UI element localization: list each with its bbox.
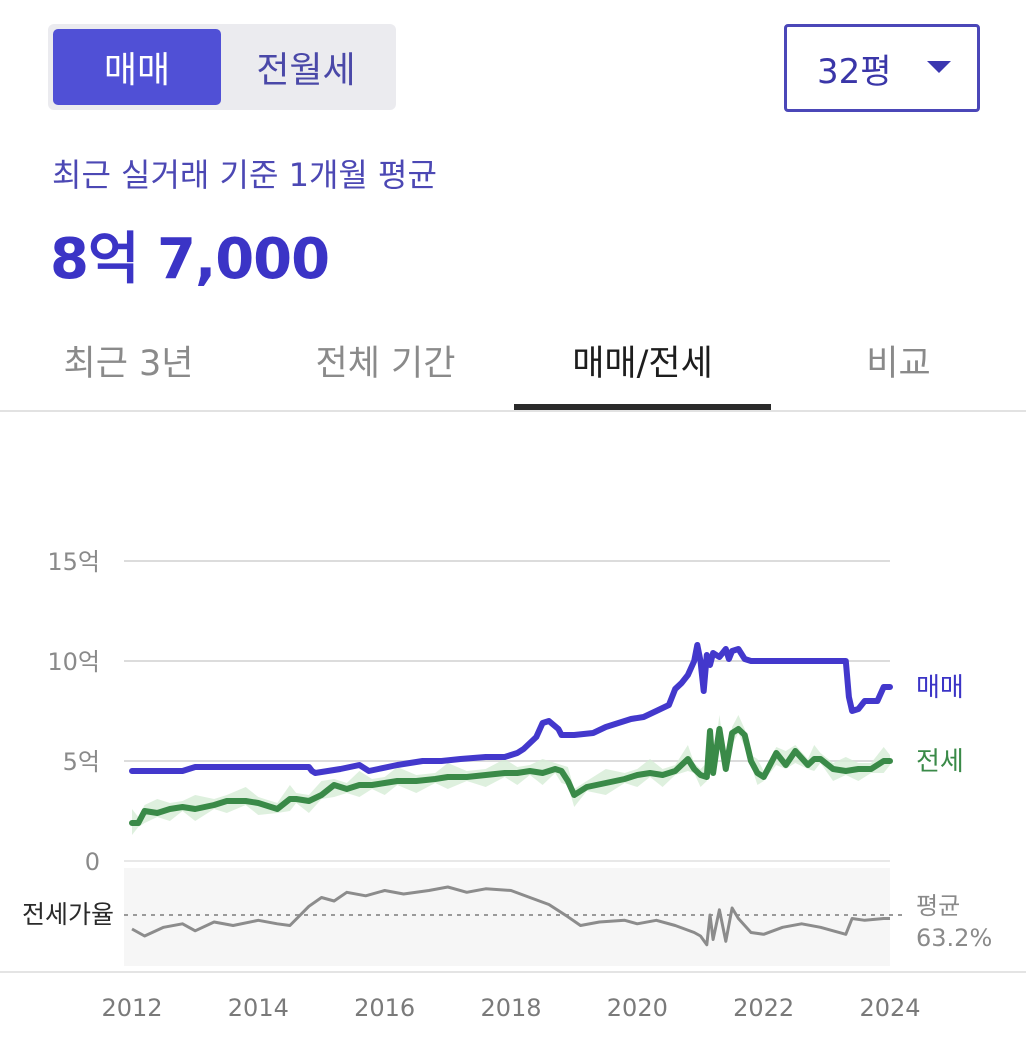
sale-series-line <box>129 642 893 776</box>
x-tick-label: 2016 <box>354 994 415 1022</box>
price-chart: 15억 10억 5억 0 2012 2014 2016 2018 2020 2022 2024 매매전… <box>0 548 1026 1022</box>
size-select[interactable]: 32평 <box>784 24 980 112</box>
x-tick-label: 2022 <box>733 994 794 1022</box>
sale-series-label: 매매 <box>916 673 964 703</box>
y-tick-label: 10억 <box>47 648 100 676</box>
tab-compare[interactable]: 비교 <box>866 343 931 384</box>
ratio-line <box>131 885 890 947</box>
jeonse-series-line <box>129 726 893 826</box>
sale-toggle-button[interactable]: 매매 <box>53 29 221 105</box>
active-tab-indicator <box>514 404 771 410</box>
x-tick-label: 2014 <box>228 994 289 1022</box>
ratio-average-value: 63.2% <box>916 924 992 952</box>
tab-recent-3y[interactable]: 최근 3년 <box>63 343 194 384</box>
tab-sale-jeonse[interactable]: 매매/전세 <box>572 343 713 384</box>
ratio-panel-background <box>124 868 890 966</box>
period-tabs: 최근 3년 전체 기간 매매/전세 비교 <box>0 312 1026 412</box>
y-tick-label: 0 <box>85 848 100 876</box>
jeonse-series-label: 전세 <box>916 747 964 777</box>
y-tick-label: 15억 <box>47 548 100 576</box>
caret-down-icon <box>927 61 951 73</box>
x-tick-label: 2012 <box>101 994 162 1022</box>
tab-all-period[interactable]: 전체 기간 <box>315 343 456 384</box>
ratio-label: 전세가율 <box>22 900 114 929</box>
x-tick-label: 2020 <box>607 994 668 1022</box>
deal-type-toggle: 매매 전월세 <box>48 24 396 110</box>
price-basis-label: 최근 실거래 기준 1개월 평균 <box>52 156 437 194</box>
average-price: 8억 7,000 <box>50 227 330 292</box>
x-tick-label: 2024 <box>859 994 920 1022</box>
x-tick-label: 2018 <box>480 994 541 1022</box>
y-tick-label: 5억 <box>63 748 100 776</box>
size-select-value: 32평 <box>817 51 892 92</box>
rent-toggle-button[interactable]: 전월세 <box>256 50 356 91</box>
ratio-average-label: 평균 <box>916 892 960 920</box>
